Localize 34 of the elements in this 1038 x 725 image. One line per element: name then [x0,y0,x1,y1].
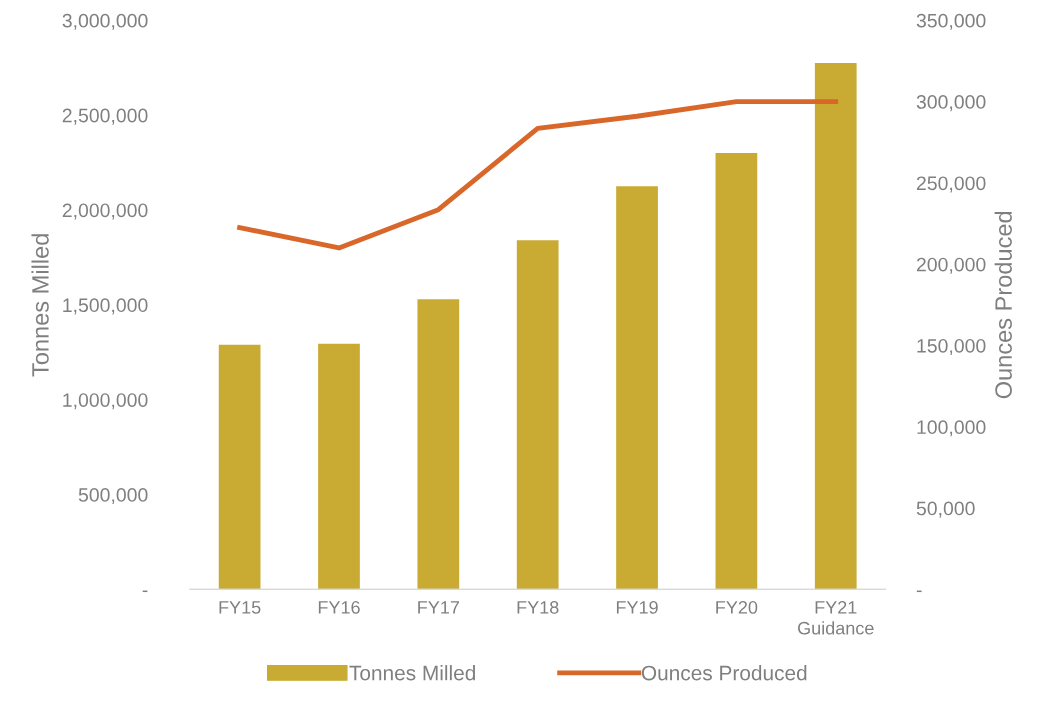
x-tick-label: FY20 [716,601,758,614]
bar [318,343,360,590]
legend-label: Tonnes Milled [349,665,475,681]
y-tick-label: - [142,590,148,593]
bar [616,186,658,590]
y2-tick-label: 250,000 [916,176,986,193]
bar [715,153,758,590]
y2-tick-label: 300,000 [916,95,986,112]
bar [218,344,261,590]
y-tick-label: 2,000,000 [62,203,148,220]
y-tick-label: 1,000,000 [63,393,148,410]
y-tick-label: 3,000,000 [62,13,148,30]
legend-label: Ounces Produced [641,665,807,681]
x-tick-label: FY19 [616,601,658,614]
y2-tick-label: 350,000 [916,13,986,30]
x-tick-label: FY15 [219,601,261,614]
x-tick-label: FY21 Guidance [798,601,874,635]
line-series [237,99,839,251]
bar [516,240,559,590]
x-tick-label: FY18 [517,601,559,614]
y-tick-label: 1,500,000 [63,298,148,315]
y-tick-label: 2,500,000 [62,108,148,125]
y2-axis-title: Ounces Produced [994,211,1012,399]
y2-tick-label: - [916,590,922,593]
y-axis-title: Tonnes Milled [31,234,49,377]
y2-tick-label: 200,000 [916,257,986,274]
y-tick-label: 500,000 [78,488,148,505]
bar [814,62,857,590]
y2-tick-label: 150,000 [917,338,986,356]
y2-tick-label: 100,000 [917,420,986,437]
x-tick-label: FY17 [418,601,459,614]
x-tick-label: FY16 [318,601,360,614]
bar [417,299,460,590]
y2-tick-label: 50,000 [916,501,975,518]
